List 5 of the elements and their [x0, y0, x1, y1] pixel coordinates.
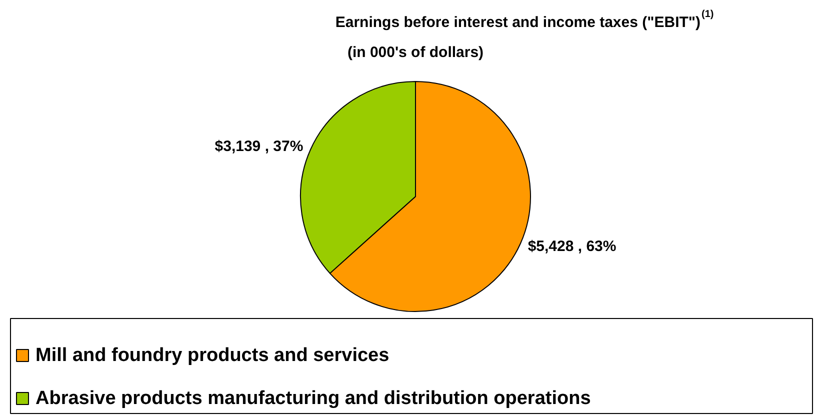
data-label: $3,139 , 37%	[214, 138, 304, 155]
legend-label: Abrasive products manufacturing and distribution operations	[36, 388, 591, 409]
legend-label: Mill and foundry products and services	[36, 345, 390, 366]
chart-subtitle: (in 000's of dollars)	[347, 44, 484, 61]
data-label: $5,428 , 63%	[528, 238, 616, 256]
